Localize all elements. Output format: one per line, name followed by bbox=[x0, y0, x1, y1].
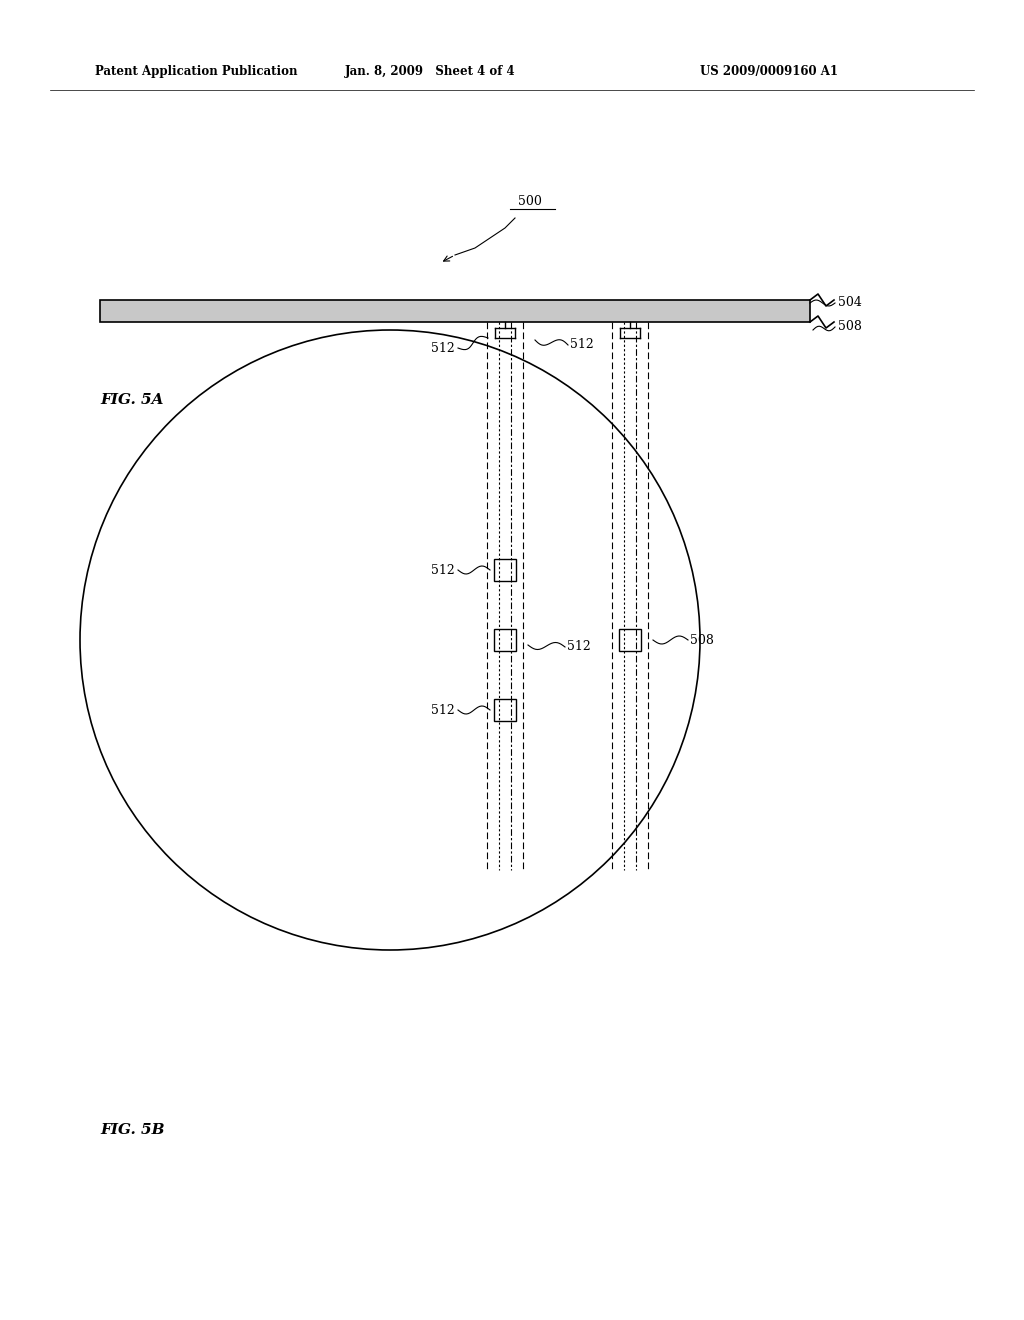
Text: 508: 508 bbox=[690, 634, 714, 647]
Text: 512: 512 bbox=[431, 704, 455, 717]
Text: 512: 512 bbox=[570, 338, 594, 351]
Text: 500: 500 bbox=[518, 195, 542, 209]
Bar bbox=[494, 558, 516, 581]
Text: US 2009/0009160 A1: US 2009/0009160 A1 bbox=[700, 66, 838, 78]
Bar bbox=[494, 630, 516, 651]
Bar bbox=[100, 300, 810, 322]
Text: FIG. 5A: FIG. 5A bbox=[100, 393, 164, 407]
Text: FIG. 5B: FIG. 5B bbox=[100, 1123, 165, 1137]
Bar bbox=[618, 630, 641, 651]
Bar bbox=[494, 700, 516, 721]
Text: 512: 512 bbox=[431, 564, 455, 577]
Text: Patent Application Publication: Patent Application Publication bbox=[95, 66, 298, 78]
Text: 508: 508 bbox=[838, 321, 862, 334]
Text: Jan. 8, 2009   Sheet 4 of 4: Jan. 8, 2009 Sheet 4 of 4 bbox=[345, 66, 515, 78]
Text: 512: 512 bbox=[567, 640, 591, 653]
Text: 504: 504 bbox=[838, 297, 862, 309]
Text: 512: 512 bbox=[431, 342, 455, 355]
